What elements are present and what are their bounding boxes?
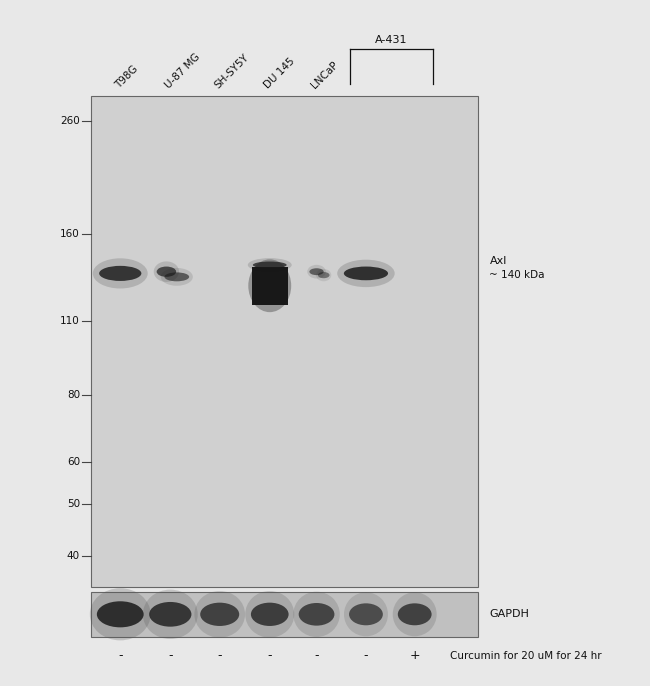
Text: DU 145: DU 145	[263, 56, 297, 91]
Ellipse shape	[393, 593, 437, 637]
Ellipse shape	[93, 259, 148, 289]
Text: -: -	[315, 650, 318, 662]
Ellipse shape	[200, 603, 239, 626]
Ellipse shape	[337, 260, 395, 287]
Text: Curcumin for 20 uM for 24 hr: Curcumin for 20 uM for 24 hr	[450, 651, 602, 661]
Ellipse shape	[150, 602, 192, 627]
Text: -: -	[364, 650, 368, 662]
Ellipse shape	[316, 269, 332, 281]
Text: GAPDH: GAPDH	[489, 609, 529, 619]
Text: -: -	[268, 650, 272, 662]
Ellipse shape	[97, 601, 144, 627]
Ellipse shape	[194, 591, 245, 638]
Ellipse shape	[253, 261, 287, 268]
Bar	[252, 267, 287, 305]
Text: 40: 40	[67, 551, 80, 560]
Ellipse shape	[248, 259, 291, 312]
Ellipse shape	[153, 261, 179, 282]
Text: U-87 MG: U-87 MG	[163, 52, 202, 91]
Text: 160: 160	[60, 229, 80, 239]
Text: 50: 50	[67, 499, 80, 509]
Text: ~ 140 kDa: ~ 140 kDa	[489, 270, 545, 280]
Text: 80: 80	[67, 390, 80, 400]
Ellipse shape	[99, 266, 142, 281]
Text: +: +	[410, 650, 420, 662]
Text: Axl: Axl	[489, 257, 507, 266]
Ellipse shape	[245, 591, 294, 638]
Text: LNCaP: LNCaP	[309, 60, 340, 91]
Ellipse shape	[161, 268, 193, 286]
Ellipse shape	[309, 268, 324, 275]
Bar	[91, 96, 478, 587]
Ellipse shape	[293, 591, 340, 637]
Text: 110: 110	[60, 316, 80, 326]
Text: -: -	[218, 650, 222, 662]
Ellipse shape	[307, 265, 326, 279]
Ellipse shape	[251, 603, 289, 626]
Ellipse shape	[349, 604, 383, 626]
Text: A-431: A-431	[375, 35, 408, 45]
Ellipse shape	[344, 267, 388, 281]
Text: 260: 260	[60, 117, 80, 126]
Text: 60: 60	[67, 456, 80, 466]
Text: SH-SY5Y: SH-SY5Y	[213, 52, 251, 91]
Ellipse shape	[157, 267, 176, 277]
Ellipse shape	[164, 272, 189, 281]
Bar	[91, 592, 478, 637]
Ellipse shape	[248, 258, 292, 272]
Ellipse shape	[344, 593, 388, 637]
Text: T98G: T98G	[113, 64, 140, 91]
Ellipse shape	[143, 590, 198, 639]
Ellipse shape	[398, 604, 432, 626]
Text: -: -	[168, 650, 172, 662]
Ellipse shape	[299, 603, 335, 626]
Text: -: -	[118, 650, 122, 662]
Ellipse shape	[318, 272, 330, 279]
Ellipse shape	[90, 589, 151, 641]
